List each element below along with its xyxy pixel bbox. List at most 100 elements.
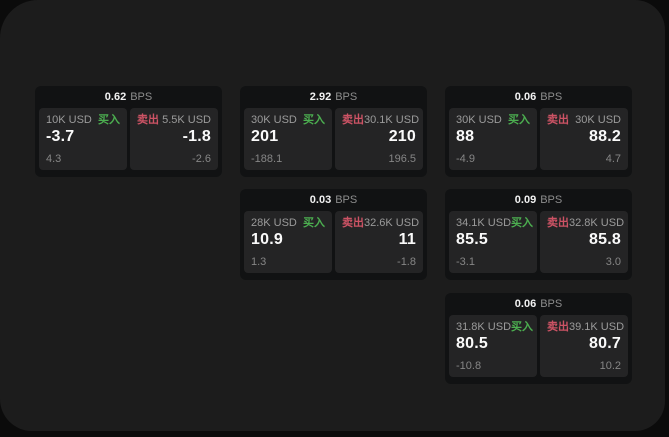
buy-quote-tile[interactable]: 10K USD 买入 -3.7 4.3: [39, 108, 127, 170]
card-header: 0.06 BPS: [445, 86, 632, 108]
sell-price: 210: [388, 128, 416, 145]
sell-side-label: 卖出: [137, 114, 159, 126]
sell-quote-tile[interactable]: 卖出 30.1K USD 210 196.5: [335, 108, 423, 170]
sell-sub-value: 196.5: [388, 153, 416, 165]
card-header: 2.92 BPS: [240, 86, 427, 108]
sell-tile-top: 卖出 30.1K USD: [342, 114, 420, 126]
quote-tiles: 34.1K USD 买入 85.5 -3.1 卖出 32.8K USD 85.8…: [449, 211, 628, 273]
sell-notional: 32.8K USD: [569, 217, 625, 229]
sell-price: 85.8: [589, 231, 621, 248]
sell-side-label: 卖出: [342, 217, 364, 229]
buy-sub-value: -3.1: [456, 256, 475, 268]
sell-sub-value: 3.0: [605, 256, 621, 268]
buy-sub-value: -188.1: [251, 153, 283, 165]
buy-price: 201: [251, 128, 279, 145]
sell-tile-top: 卖出 39.1K USD: [547, 321, 625, 333]
buy-tile-top: 28K USD 买入: [251, 217, 325, 229]
bps-value: 0.09: [514, 194, 537, 206]
sell-notional: 30.1K USD: [364, 114, 420, 126]
sell-price: -1.8: [182, 128, 211, 145]
sell-notional: 5.5K USD: [162, 114, 211, 126]
sell-price: 88.2: [589, 128, 621, 145]
buy-price: -3.7: [46, 128, 75, 145]
buy-tile-top: 30K USD 买入: [251, 114, 325, 126]
sell-sub-value: -2.6: [192, 153, 211, 165]
sell-quote-tile[interactable]: 卖出 32.6K USD 11 -1.8: [335, 211, 423, 273]
quote-tiles: 30K USD 买入 88 -4.9 卖出 30K USD 88.2 4.7: [449, 108, 628, 170]
quote-card: 0.06 BPS 31.8K USD 买入 80.5 -10.8 卖出 39.1…: [445, 293, 632, 384]
buy-quote-tile[interactable]: 30K USD 买入 88 -4.9: [449, 108, 537, 170]
sell-side-label: 卖出: [547, 217, 569, 229]
buy-notional: 31.8K USD: [456, 321, 512, 333]
buy-side-label: 买入: [303, 114, 325, 126]
buy-price: 88: [456, 128, 475, 145]
bps-unit-label: BPS: [335, 91, 358, 103]
sell-quote-tile[interactable]: 卖出 30K USD 88.2 4.7: [540, 108, 628, 170]
quote-card: 0.06 BPS 30K USD 买入 88 -4.9 卖出 30K USD 8…: [445, 86, 632, 177]
bps-unit-label: BPS: [540, 91, 563, 103]
sell-quote-tile[interactable]: 卖出 5.5K USD -1.8 -2.6: [130, 108, 218, 170]
quote-card: 0.03 BPS 28K USD 买入 10.9 1.3 卖出 32.6K US…: [240, 189, 427, 280]
bps-unit-label: BPS: [540, 298, 563, 310]
quote-card: 2.92 BPS 30K USD 买入 201 -188.1 卖出 30.1K …: [240, 86, 427, 177]
bps-unit-label: BPS: [130, 91, 153, 103]
buy-quote-tile[interactable]: 31.8K USD 买入 80.5 -10.8: [449, 315, 537, 377]
sell-sub-value: 4.7: [605, 153, 621, 165]
buy-price: 80.5: [456, 335, 488, 352]
quote-tiles: 10K USD 买入 -3.7 4.3 卖出 5.5K USD -1.8 -2.…: [39, 108, 218, 170]
sell-side-label: 卖出: [547, 114, 569, 126]
buy-side-label: 买入: [508, 114, 530, 126]
sell-tile-top: 卖出 32.6K USD: [342, 217, 420, 229]
sell-price: 80.7: [589, 335, 621, 352]
buy-notional: 30K USD: [456, 114, 502, 126]
buy-notional: 10K USD: [46, 114, 92, 126]
buy-tile-top: 34.1K USD 买入: [456, 217, 534, 229]
sell-tile-top: 卖出 32.8K USD: [547, 217, 625, 229]
bps-value: 0.06: [514, 298, 537, 310]
buy-tile-top: 30K USD 买入: [456, 114, 530, 126]
card-header: 0.09 BPS: [445, 189, 632, 211]
sell-notional: 30K USD: [575, 114, 621, 126]
bps-value: 0.62: [104, 91, 127, 103]
buy-quote-tile[interactable]: 30K USD 买入 201 -188.1: [244, 108, 332, 170]
card-header: 0.06 BPS: [445, 293, 632, 315]
card-header: 0.03 BPS: [240, 189, 427, 211]
buy-tile-top: 31.8K USD 买入: [456, 321, 534, 333]
buy-notional: 28K USD: [251, 217, 297, 229]
buy-sub-value: -4.9: [456, 153, 475, 165]
card-header: 0.62 BPS: [35, 86, 222, 108]
buy-price: 10.9: [251, 231, 283, 248]
buy-side-label: 买入: [511, 217, 534, 229]
sell-notional: 39.1K USD: [569, 321, 625, 333]
quote-card: 0.09 BPS 34.1K USD 买入 85.5 -3.1 卖出 32.8K…: [445, 189, 632, 280]
buy-notional: 34.1K USD: [456, 217, 512, 229]
buy-sub-value: 1.3: [251, 256, 267, 268]
sell-side-label: 卖出: [547, 321, 569, 333]
buy-notional: 30K USD: [251, 114, 297, 126]
sell-quote-tile[interactable]: 卖出 32.8K USD 85.8 3.0: [540, 211, 628, 273]
buy-quote-tile[interactable]: 34.1K USD 买入 85.5 -3.1: [449, 211, 537, 273]
bps-value: 0.03: [309, 194, 332, 206]
buy-sub-value: 4.3: [46, 153, 62, 165]
buy-tile-top: 10K USD 买入: [46, 114, 120, 126]
sell-side-label: 卖出: [342, 114, 364, 126]
buy-quote-tile[interactable]: 28K USD 买入 10.9 1.3: [244, 211, 332, 273]
bps-value: 0.06: [514, 91, 537, 103]
buy-price: 85.5: [456, 231, 488, 248]
sell-notional: 32.6K USD: [364, 217, 420, 229]
buy-side-label: 买入: [98, 114, 120, 126]
sell-tile-top: 卖出 30K USD: [547, 114, 621, 126]
sell-quote-tile[interactable]: 卖出 39.1K USD 80.7 10.2: [540, 315, 628, 377]
sell-sub-value: -1.8: [397, 256, 416, 268]
quote-card: 0.62 BPS 10K USD 买入 -3.7 4.3 卖出 5.5K USD…: [35, 86, 222, 177]
quote-tiles: 31.8K USD 买入 80.5 -10.8 卖出 39.1K USD 80.…: [449, 315, 628, 377]
sell-price: 11: [398, 231, 416, 248]
buy-side-label: 买入: [303, 217, 325, 229]
sell-sub-value: 10.2: [599, 360, 621, 372]
bps-unit-label: BPS: [540, 194, 563, 206]
buy-side-label: 买入: [511, 321, 534, 333]
quote-tiles: 30K USD 买入 201 -188.1 卖出 30.1K USD 210 1…: [244, 108, 423, 170]
quote-tiles: 28K USD 买入 10.9 1.3 卖出 32.6K USD 11 -1.8: [244, 211, 423, 273]
sell-tile-top: 卖出 5.5K USD: [137, 114, 211, 126]
